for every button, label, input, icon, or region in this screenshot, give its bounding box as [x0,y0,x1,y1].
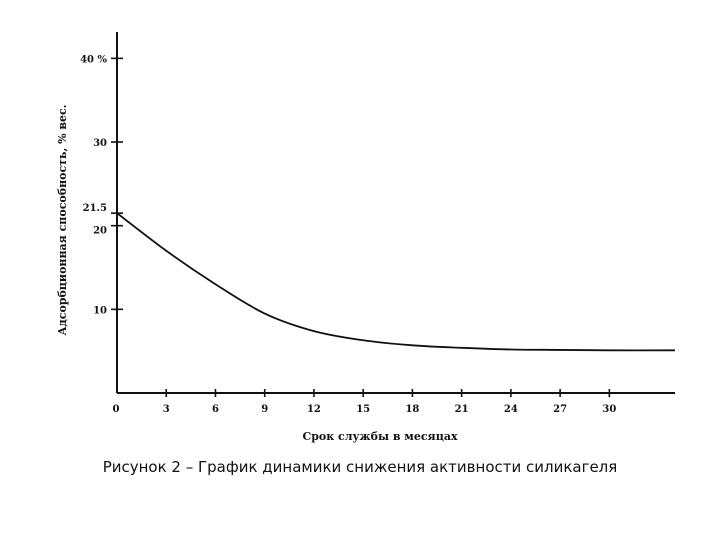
x-tick-label: 30 [602,404,616,415]
y-axis-title: Адсорбционная способность, % вес. [56,104,69,335]
y-tick-label: 20 [93,226,107,237]
y-tick-label: 30 [93,138,107,149]
x-tick-label: 24 [504,404,518,415]
y-axis-ticks: 10 20 21.5 30 40 % [80,54,123,316]
x-axis-ticks: 0 3 6 9 12 15 18 21 24 27 30 [113,389,616,415]
figure-caption: Рисунок 2 – График динамики снижения акт… [102,458,618,476]
x-tick-label: 0 [113,404,120,415]
x-tick-label: 6 [212,404,219,415]
x-tick-label: 3 [163,404,170,415]
x-tick-label: 9 [261,404,268,415]
x-tick-label: 18 [405,404,419,415]
y-tick-label: 21.5 [83,203,107,214]
x-tick-label: 21 [455,404,469,415]
chart-axes [116,32,675,394]
x-tick-label: 15 [356,404,370,415]
x-tick-label: 12 [307,404,321,415]
chart-series [116,212,676,352]
y-tick-label: 10 [93,305,107,316]
x-axis-title: Срок службы в месяцах [302,430,457,443]
x-tick-label: 27 [553,404,567,415]
y-tick-label: 40 % [80,54,107,65]
series-line [116,212,676,352]
